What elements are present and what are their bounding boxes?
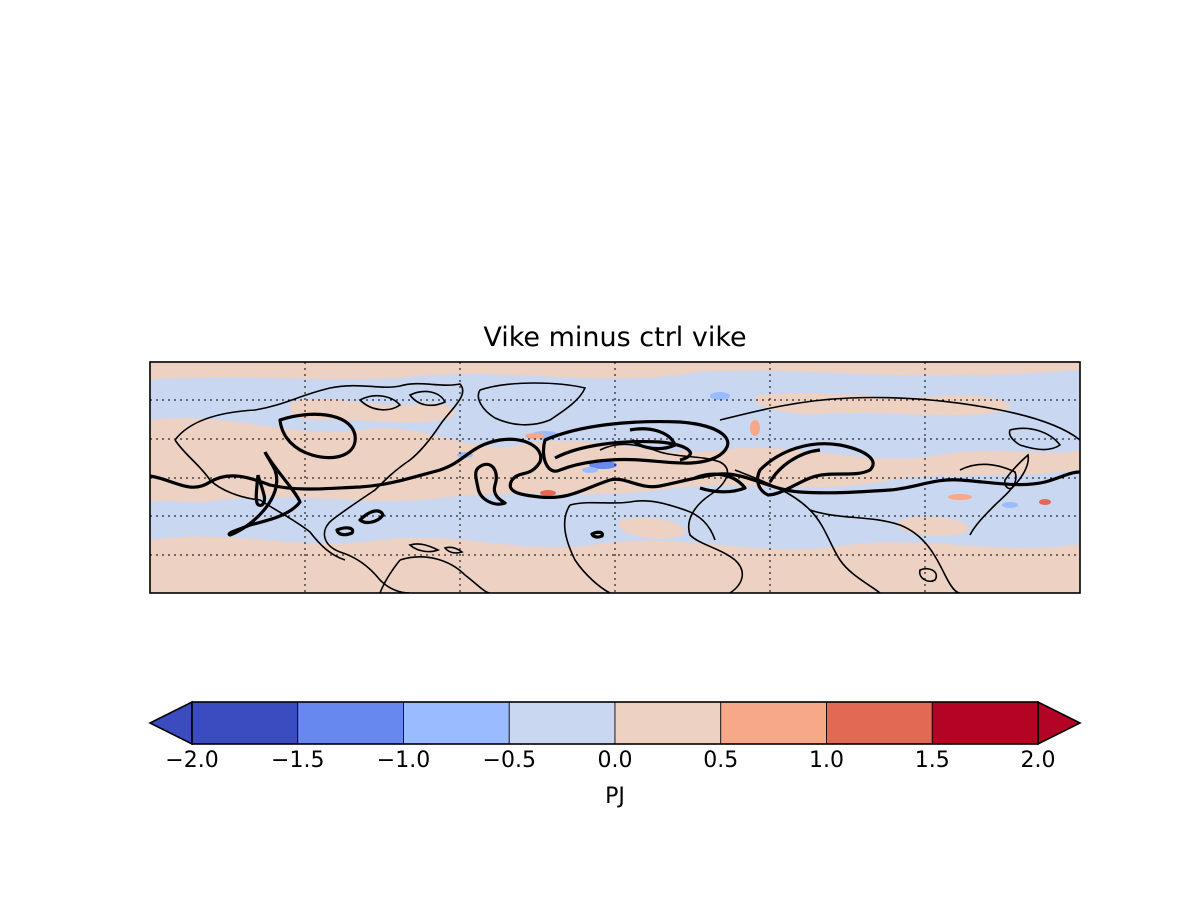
colorbar-tick-label: −2.0 — [165, 748, 219, 773]
colorbar-label: PJ — [605, 784, 625, 809]
colorbar-segment — [508, 701, 616, 745]
map-frame — [149, 361, 1081, 594]
contour-lines — [150, 412, 1080, 539]
colorbar-segment — [297, 701, 404, 745]
colorbar-tick-label: 1.0 — [809, 748, 844, 773]
gridlines — [150, 362, 1080, 593]
colorbar-segment — [931, 701, 1039, 745]
map-panel — [150, 362, 1080, 593]
colorbar-segment — [614, 701, 722, 745]
colorbar-frame — [191, 701, 1039, 745]
colorbar-tick-label: 2.0 — [1020, 748, 1056, 773]
colorbar-extend-over — [1037, 700, 1082, 746]
colorbar-tick-label: −1.0 — [376, 748, 431, 773]
colorbar — [148, 700, 1082, 746]
colorbar-tick-label: −0.5 — [482, 748, 536, 773]
colorbar-segment — [826, 701, 933, 745]
colorbar-segment — [191, 701, 299, 745]
colorbar-tick-label: 1.5 — [914, 748, 950, 773]
map-title: Vike minus ctrl vike — [483, 322, 747, 353]
colorbar-tick-label: 0.0 — [597, 748, 633, 773]
colorbar-tick-label: −1.5 — [271, 748, 325, 773]
colorbar-segment — [720, 701, 827, 745]
anomaly-spots — [457, 392, 1051, 508]
colorbar-extend-under — [148, 700, 193, 746]
colorbar-segment — [403, 701, 510, 745]
colorbar-tick-label: 0.5 — [703, 748, 739, 773]
